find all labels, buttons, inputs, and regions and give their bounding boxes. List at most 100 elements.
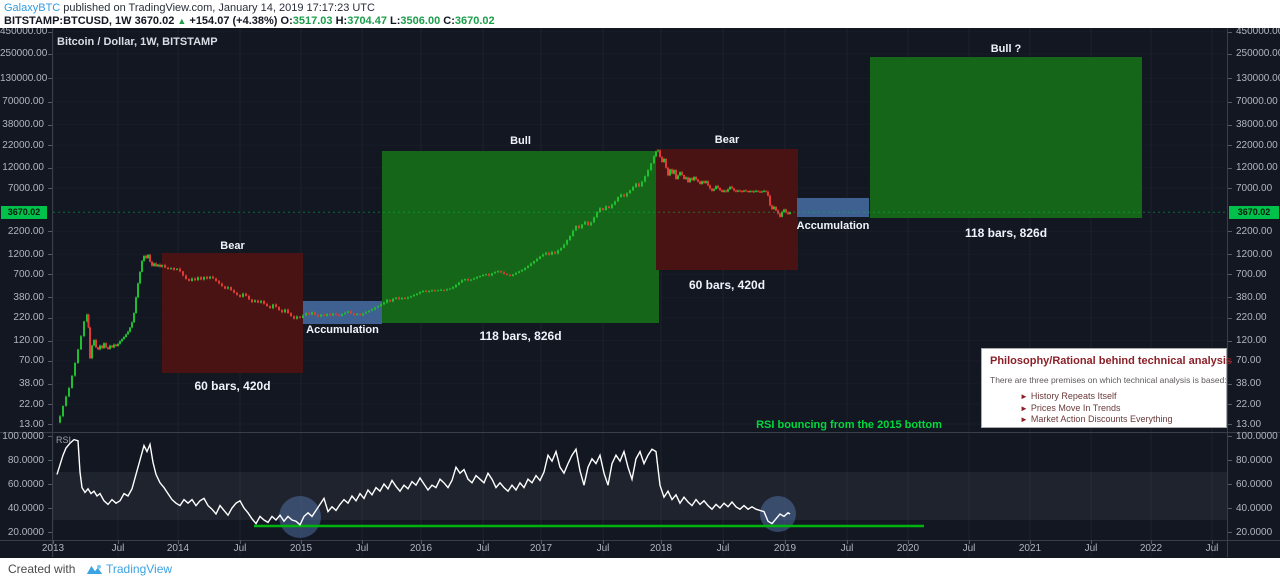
high-value: 3704.47	[347, 15, 387, 27]
axis-tick	[1228, 145, 1232, 146]
phase-duration-label: 118 bars, 826d	[479, 329, 562, 343]
symbol-header: BITSTAMP:BTCUSD, 1W 3670.02 ▲ +154.07 (+…	[4, 15, 495, 27]
axis-tick	[1228, 384, 1232, 385]
time-axis-tick-label: 2022	[1139, 543, 1163, 554]
open-label: O:	[280, 15, 293, 27]
phase-duration-label: 60 bars, 420d	[194, 379, 271, 393]
axis-tick	[53, 540, 54, 544]
price-axis-tick-label: 70.00	[18, 355, 44, 366]
publish-header: GalaxyBTC published on TradingView.com, …	[0, 0, 1280, 28]
time-axis-tick-label: Jul	[962, 543, 976, 554]
axis-tick	[1228, 318, 1232, 319]
price-axis-tick-label: 60.0000	[1236, 479, 1273, 490]
analysis-bullet: ► Prices Move In Trends	[1020, 403, 1172, 415]
last-price-tag-left: 3670.02	[1, 206, 47, 219]
axis-tick	[1228, 484, 1232, 485]
axis-tick	[1228, 54, 1232, 55]
axis-tick	[969, 540, 970, 544]
price-axis-tick-label: 60.0000	[7, 479, 44, 490]
analysis-bullet: ► Market Action Discounts Everything	[1020, 414, 1172, 426]
phase-label: Accumulation	[306, 324, 379, 336]
price-axis-tick-label: 80.0000	[1236, 455, 1273, 466]
rsi-indicator-label: RSI	[56, 435, 72, 445]
rsi-annotation: RSI bouncing from the 2015 bottom	[756, 419, 942, 431]
price-axis-tick-label: 120.00	[13, 335, 44, 346]
price-axis-tick-label: 80.0000	[7, 455, 44, 466]
time-axis-tick-label: Jul	[111, 543, 125, 554]
price-axis-tick-label: 380.00	[1236, 292, 1267, 303]
chart-area[interactable]: Bitcoin / Dollar, 1W, BITSTAMP RSI RSI b…	[0, 26, 1280, 558]
analysis-bullet: ► History Repeats Itself	[1020, 391, 1172, 403]
high-label: H:	[335, 15, 348, 27]
author-link[interactable]: GalaxyBTC	[4, 2, 61, 14]
time-axis-tick-label: Jul	[716, 543, 730, 554]
price-axis-tick-label: 220.00	[13, 312, 44, 323]
chart-canvas[interactable]	[0, 28, 1280, 558]
axis-tick	[785, 540, 786, 544]
analysis-bullet-text: Market Action Discounts Everything	[1030, 414, 1173, 424]
footer-created-text: Created with	[8, 562, 76, 576]
price-axis-tick-label: 20.0000	[1236, 527, 1273, 538]
axis-tick	[1228, 231, 1232, 232]
price-axis-tick-label: 22000.00	[1236, 140, 1278, 151]
axis-tick	[48, 32, 52, 33]
last-price-tag-right: 3670.02	[1229, 206, 1279, 219]
axis-tick	[661, 540, 662, 544]
time-axis-tick-label: 2021	[1018, 543, 1042, 554]
price-axis-tick-label: 700.00	[1236, 269, 1267, 280]
time-axis-tick-label: Jul	[355, 543, 369, 554]
axis-tick	[1151, 540, 1152, 544]
phase-duration-label: 118 bars, 826d	[964, 226, 1048, 240]
close-value: 3670.02	[454, 15, 495, 27]
axis-tick	[48, 54, 52, 55]
axis-tick	[1091, 540, 1092, 544]
bullet-arrow-icon: ►	[1020, 415, 1028, 424]
axis-tick	[48, 460, 52, 461]
axis-tick	[1228, 125, 1232, 126]
axis-tick	[1228, 254, 1232, 255]
axis-tick	[48, 384, 52, 385]
axis-tick	[48, 318, 52, 319]
analysis-intro: There are three premises on which techni…	[990, 375, 1227, 385]
close-label: C:	[443, 15, 455, 27]
price-axis-tick-label: 13.00	[1236, 419, 1262, 430]
price-axis-tick-label: 22000.00	[2, 140, 44, 151]
time-axis-tick-label: 2018	[649, 543, 673, 554]
time-axis-tick-label: 2016	[409, 543, 433, 554]
last-price: 3670.02	[134, 15, 175, 27]
time-axis-tick-label: 2019	[773, 543, 797, 554]
price-axis-tick-label: 700.00	[13, 269, 44, 280]
time-axis-tick-label: 2017	[529, 543, 553, 554]
axis-tick	[48, 424, 52, 425]
axis-tick	[1228, 361, 1232, 362]
axis-tick	[908, 540, 909, 544]
price-axis-tick-label: 12000.00	[1236, 162, 1278, 173]
axis-tick	[541, 540, 542, 544]
price-axis-tick-label: 40.0000	[1236, 503, 1273, 514]
axis-tick	[1228, 532, 1232, 533]
price-axis-tick-label: 22.00	[18, 399, 44, 410]
price-axis-tick-label: 38.00	[18, 378, 44, 389]
price-axis-tick-label: 70.00	[1236, 355, 1262, 366]
price-axis-tick-label: 250000.00	[1236, 48, 1280, 59]
analysis-bullet-text: Prices Move In Trends	[1030, 402, 1121, 413]
axis-tick	[723, 540, 724, 544]
price-axis-tick-label: 120.00	[1236, 335, 1267, 346]
axis-tick	[48, 484, 52, 485]
axis-tick	[1228, 188, 1232, 189]
price-axis-tick-label: 100.0000	[1236, 431, 1278, 442]
price-axis-tick-label: 13.00	[18, 419, 44, 430]
price-axis-tick-label: 220.00	[1236, 312, 1267, 323]
footer-brand-link[interactable]: TradingView	[106, 562, 173, 576]
axis-tick	[48, 78, 52, 79]
axis-tick	[1228, 436, 1232, 437]
phase-label: Bear	[714, 134, 740, 146]
price-axis-tick-label: 7000.00	[7, 183, 44, 194]
time-axis-tick-label: Jul	[233, 543, 247, 554]
axis-tick	[48, 508, 52, 509]
time-axis-tick-label: Jul	[1205, 543, 1219, 554]
price-axis-tick-label: 2200.00	[1236, 226, 1273, 237]
axis-tick	[240, 540, 241, 544]
price-axis-tick-label: 130000.00	[0, 73, 48, 84]
axis-tick	[1228, 508, 1232, 509]
